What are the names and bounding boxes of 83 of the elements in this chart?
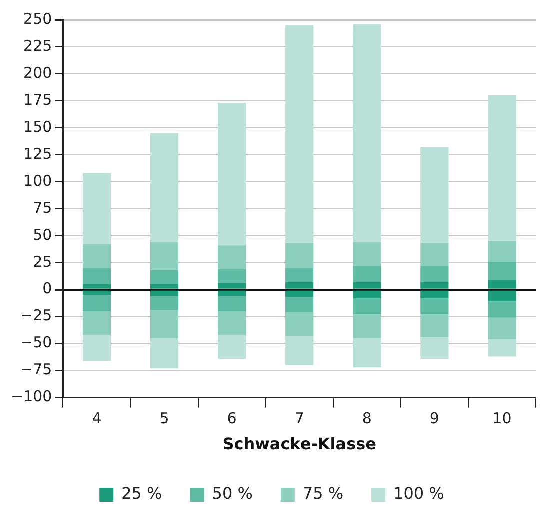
bar (218, 283, 246, 289)
y-tick-label: −75 (20, 360, 52, 379)
bar (150, 290, 179, 296)
bar (488, 318, 516, 340)
y-tick-label: 250 (24, 10, 52, 28)
bar (82, 268, 112, 284)
bar (150, 338, 179, 369)
bar (488, 96, 516, 242)
legend-label: 75 % (302, 484, 344, 504)
bar (488, 340, 516, 357)
x-tick-label: 10 (492, 410, 512, 428)
bar (353, 338, 382, 368)
x-tick-label: 5 (160, 410, 170, 428)
bar (420, 290, 449, 298)
bar (150, 310, 179, 338)
bar (488, 302, 516, 318)
bar (150, 284, 179, 289)
bar (150, 270, 179, 284)
bar (286, 282, 314, 289)
bar (286, 290, 314, 298)
bar (218, 296, 246, 312)
bar (286, 243, 314, 268)
y-tick-label: 150 (24, 118, 52, 136)
bar (488, 280, 516, 289)
bar (488, 262, 516, 280)
bar (82, 284, 112, 289)
bar (218, 311, 246, 336)
bar (353, 314, 382, 338)
bar (353, 242, 382, 266)
bar (353, 298, 382, 315)
bar (353, 282, 382, 289)
y-tick-label: 125 (24, 144, 52, 163)
x-tick-label: 8 (362, 410, 372, 428)
y-tick-label: −50 (20, 334, 52, 352)
bar (82, 290, 112, 296)
bar (488, 241, 516, 262)
bar (353, 290, 382, 298)
x-tick-label: 9 (430, 410, 440, 428)
bar (82, 295, 112, 312)
bar (420, 147, 449, 244)
y-tick-label: 75 (33, 198, 52, 217)
x-tick-label: 6 (227, 410, 237, 428)
y-tick-label: 100 (24, 172, 52, 190)
bar (150, 133, 179, 242)
bar (420, 266, 449, 282)
bar (82, 173, 112, 245)
bar (218, 103, 246, 246)
legend-label: 50 % (212, 484, 253, 504)
y-tick-label: 50 (33, 226, 52, 244)
y-tick-label: 25 (33, 252, 52, 271)
bar (488, 290, 516, 302)
y-tick-label: −25 (20, 306, 52, 325)
bar (286, 312, 314, 336)
bar (420, 282, 449, 289)
y-tick-label: 225 (24, 36, 52, 55)
y-tick-label: 200 (24, 64, 52, 82)
bar (286, 268, 314, 282)
bar (420, 298, 449, 315)
bar (420, 314, 449, 338)
bar (82, 311, 112, 336)
bar (82, 244, 112, 268)
y-tick-label: 175 (24, 90, 52, 109)
bar (353, 24, 382, 242)
bar (82, 335, 112, 362)
bar (420, 337, 449, 359)
bar (218, 246, 246, 270)
y-tick-label: 0 (42, 280, 52, 298)
bar (218, 290, 246, 296)
legend-label: 25 % (122, 484, 162, 504)
bar (286, 25, 314, 244)
bar (150, 242, 179, 270)
bar (218, 335, 246, 359)
y-tick-label: −100 (10, 388, 52, 406)
bar (218, 269, 246, 284)
bar (286, 297, 314, 313)
x-axis-title: Schwacke-Klasse (222, 434, 377, 454)
bar (353, 266, 382, 282)
bar (286, 336, 314, 366)
bar (420, 243, 449, 266)
x-tick-label: 7 (294, 410, 304, 428)
bar (150, 296, 179, 310)
legend-label: 100 % (394, 484, 444, 504)
x-tick-label: 4 (92, 410, 102, 428)
